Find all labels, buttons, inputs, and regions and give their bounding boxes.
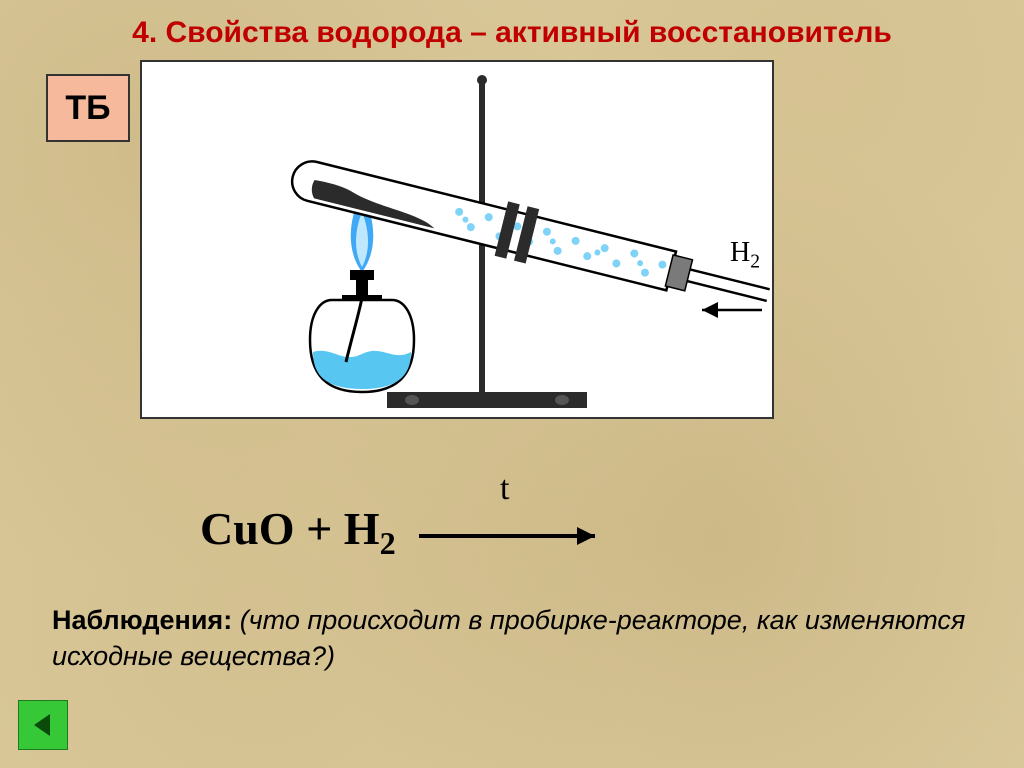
safety-badge[interactable]: ТБ	[46, 74, 130, 142]
safety-badge-label: ТБ	[65, 89, 110, 127]
observations-title: Наблюдения:	[52, 605, 232, 635]
chemical-equation: CuO + H2	[200, 500, 615, 567]
experiment-diagram: H2	[140, 60, 774, 419]
title-text: 4. Свойства водорода – активный восстано…	[132, 16, 892, 49]
slide-title: 4. Свойства водорода – активный восстано…	[0, 16, 1024, 50]
temperature-label: t	[500, 470, 509, 508]
observations-block: Наблюдения: (что происходит в пробирке-р…	[52, 602, 982, 675]
prev-slide-button[interactable]	[18, 700, 68, 750]
h2-inlet-arrow	[702, 302, 762, 318]
diagram-svg	[142, 62, 772, 417]
arrow-left-icon	[28, 710, 58, 740]
h2-label: H2	[730, 237, 760, 274]
slide: 4. Свойства водорода – активный восстано…	[0, 0, 1024, 768]
reaction-arrow	[415, 500, 615, 567]
equation-reactants: CuO + H2	[200, 503, 407, 554]
